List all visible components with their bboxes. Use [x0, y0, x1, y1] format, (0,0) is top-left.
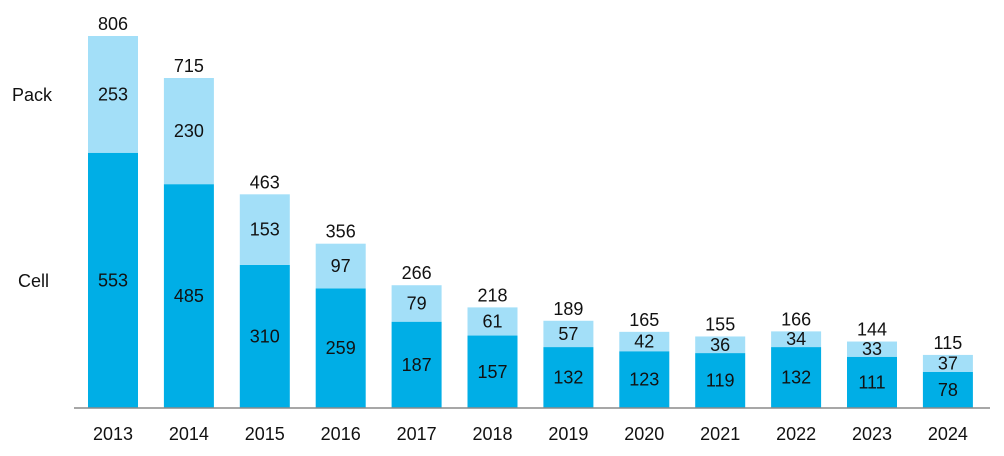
label-pack-2021: 36 — [710, 335, 730, 355]
x-tick-2015: 2015 — [245, 424, 285, 444]
x-tick-2016: 2016 — [321, 424, 361, 444]
bar-pack-2020 — [619, 331, 670, 352]
x-tick-2013: 2013 — [93, 424, 133, 444]
label-pack-2013: 253 — [98, 84, 128, 104]
x-tick-2020: 2020 — [624, 424, 664, 444]
label-total-2021: 155 — [705, 314, 735, 334]
bar-cell-2023 — [847, 356, 897, 408]
label-cell-2016: 259 — [326, 338, 356, 358]
bar-cell-2019 — [543, 347, 594, 408]
x-tick-2021: 2021 — [700, 424, 740, 444]
label-cell-2019: 132 — [553, 368, 583, 388]
label-total-2014: 715 — [174, 56, 204, 76]
bar-pack-2019 — [543, 320, 594, 348]
label-cell-2013: 553 — [98, 270, 128, 290]
bar-cell-2013 — [88, 152, 138, 408]
label-total-2013: 806 — [98, 14, 128, 34]
bar-cell-2014 — [163, 184, 214, 408]
label-pack-2024: 37 — [938, 353, 958, 373]
bars-group: 553 253 806 485 230 715 310 153 463 259 97 356 187 79… — [88, 14, 973, 408]
bar-cell-2022 — [771, 347, 822, 408]
bar-cell-2020 — [619, 351, 670, 408]
bar-pack-2016 — [315, 243, 366, 289]
legend: Pack Cell — [12, 85, 53, 291]
label-pack-2017: 79 — [407, 293, 427, 313]
legend-pack-label: Pack — [12, 85, 53, 105]
label-cell-2018: 157 — [477, 362, 507, 382]
bar-pack-2015 — [239, 194, 290, 265]
bar-cell-2024 — [922, 372, 973, 408]
bar-cell-2021 — [695, 353, 746, 408]
label-pack-2014: 230 — [174, 121, 204, 141]
label-pack-2020: 42 — [634, 332, 654, 352]
label-pack-2023: 33 — [862, 339, 882, 359]
x-tick-2019: 2019 — [548, 424, 588, 444]
label-cell-2020: 123 — [629, 370, 659, 390]
label-cell-2021: 119 — [706, 371, 735, 391]
label-cell-2022: 132 — [781, 368, 811, 388]
label-total-2017: 266 — [402, 263, 432, 283]
x-tick-2018: 2018 — [472, 424, 512, 444]
label-cell-2017: 187 — [402, 355, 432, 375]
bar-pack-2023 — [847, 341, 897, 357]
label-total-2015: 463 — [250, 172, 280, 192]
label-total-2023: 144 — [857, 320, 887, 340]
x-tick-2022: 2022 — [776, 424, 816, 444]
legend-cell-label: Cell — [18, 271, 49, 291]
bar-cell-2017 — [391, 321, 442, 408]
x-tick-2017: 2017 — [397, 424, 437, 444]
label-pack-2018: 61 — [482, 311, 502, 331]
label-cell-2023: 111 — [858, 372, 885, 392]
label-total-2018: 218 — [477, 285, 507, 305]
label-pack-2016: 97 — [331, 256, 351, 276]
label-pack-2015: 153 — [250, 220, 280, 240]
label-pack-2022: 34 — [786, 329, 806, 349]
label-cell-2024: 78 — [938, 380, 958, 400]
bar-cell-2018 — [467, 335, 518, 408]
label-total-2020: 165 — [629, 310, 659, 330]
bar-cell-2015 — [239, 264, 290, 408]
bar-pack-2017 — [391, 285, 442, 322]
bar-pack-2024 — [922, 354, 973, 372]
label-total-2016: 356 — [326, 222, 356, 242]
bar-cell-2016 — [315, 288, 366, 408]
label-cell-2015: 310 — [250, 326, 280, 346]
label-total-2019: 189 — [553, 299, 583, 319]
bar-pack-2014 — [163, 78, 214, 185]
bar-pack-2018 — [467, 307, 518, 336]
bar-pack-2022 — [771, 331, 822, 348]
x-tick-2014: 2014 — [169, 424, 209, 444]
x-tick-2024: 2024 — [928, 424, 968, 444]
bar-pack-2021 — [695, 336, 746, 354]
x-tick-labels: 2013 2014 2015 2016 2017 2018 2019 2020 2021 2022… — [93, 424, 968, 444]
bar-pack-2013 — [88, 36, 138, 153]
label-total-2022: 166 — [781, 309, 811, 329]
label-pack-2019: 57 — [558, 324, 578, 344]
label-total-2024: 115 — [934, 333, 963, 353]
label-cell-2014: 485 — [174, 286, 204, 306]
x-tick-2023: 2023 — [852, 424, 892, 444]
